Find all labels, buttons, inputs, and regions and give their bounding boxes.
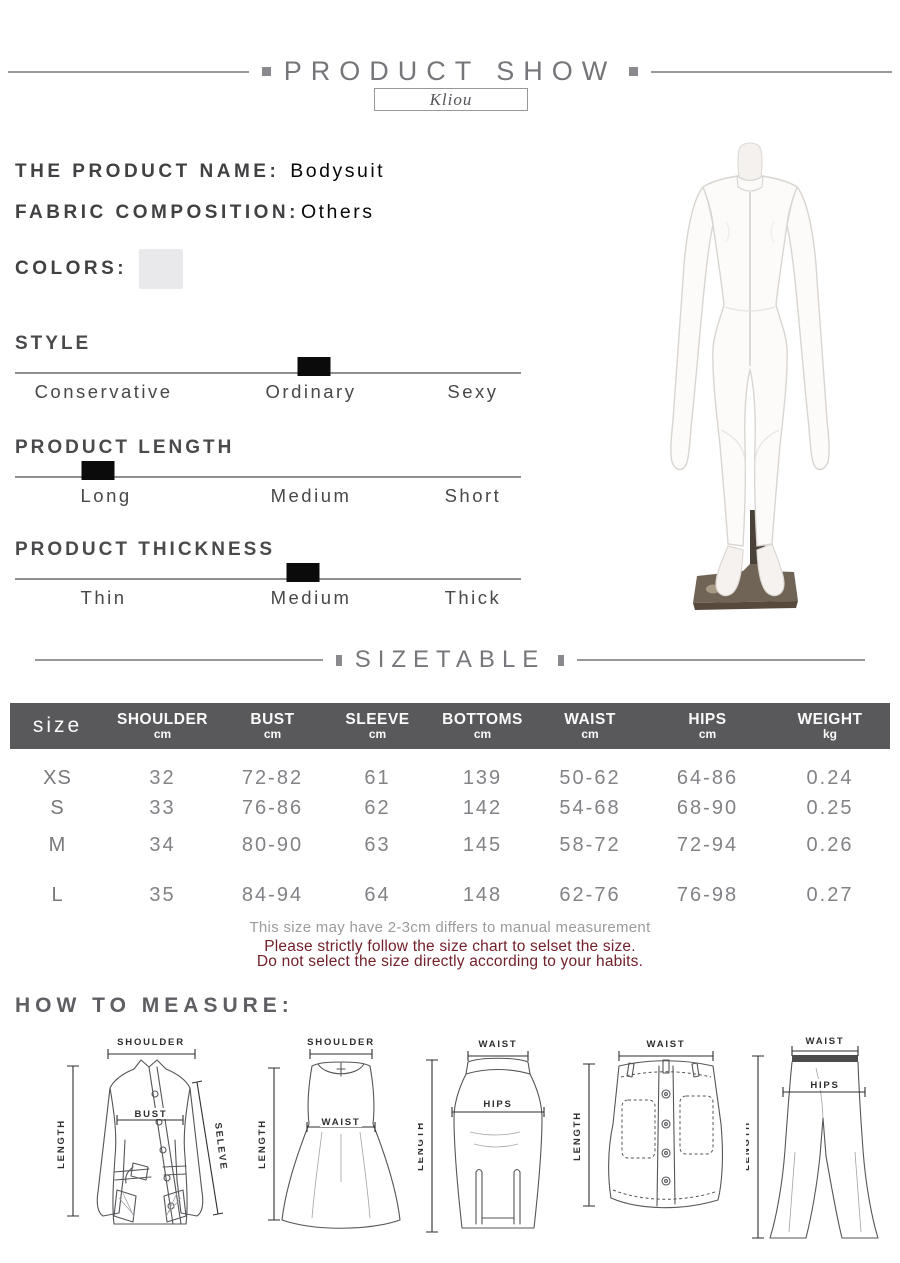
- waist-label: WAIST: [478, 1039, 517, 1050]
- style-option-sexy: Sexy: [447, 381, 499, 402]
- square-bullet-icon: [261, 67, 271, 76]
- bodysuit-right-arm: [786, 185, 830, 471]
- thickness-scale-track: [15, 563, 521, 582]
- style-scale-marker: [297, 357, 331, 376]
- length-label: LENGTH: [418, 1121, 426, 1171]
- square-bullet-icon: [335, 654, 342, 666]
- length-scale-track: [15, 461, 521, 480]
- product-name-value: Bodysuit: [290, 160, 386, 182]
- mannequin-right-foot: [756, 543, 785, 597]
- length-scale: PRODUCT LENGTH Long Medium Short: [15, 437, 521, 509]
- thickness-option-thin: Thin: [80, 587, 127, 608]
- length-option-medium: Medium: [270, 485, 352, 506]
- col-sleeve: SLEEVE: [345, 710, 410, 728]
- square-bullet-icon: [558, 654, 565, 666]
- measure-diagram-mini-skirt: WAIST LENGTH: [572, 1039, 723, 1209]
- colors-label: COLORS:: [15, 258, 128, 279]
- brand-name: Kliou: [429, 89, 473, 109]
- product-name-row: THE PRODUCT NAME: Bodysuit: [15, 160, 385, 183]
- length-option-short: Short: [444, 485, 502, 506]
- hips-label: HIPS: [810, 1080, 839, 1091]
- col-bottoms: BOTTOMS: [442, 710, 523, 728]
- measure-diagram-jacket: SHOULDER LENGTH BUST SELEVE: [56, 1037, 229, 1225]
- col-shoulder: SHOULDER: [117, 710, 208, 728]
- waist-label: WAIST: [321, 1117, 360, 1128]
- thickness-scale: PRODUCT THICKNESS Thin Medium Thick: [15, 539, 521, 611]
- measure-diagram-pencil-skirt: WAIST LENGTH HIPS: [418, 1039, 545, 1233]
- length-label: LENGTH: [257, 1119, 268, 1169]
- length-label: LENGTH: [746, 1121, 752, 1171]
- style-scale: STYLE Conservative Ordinary Sexy: [15, 333, 521, 405]
- mannequin-left-foot: [715, 545, 744, 597]
- shoulder-label: SHOULDER: [117, 1037, 185, 1048]
- style-option-conservative: Conservative: [34, 381, 173, 402]
- sizetable-title: SIZETABLE: [354, 646, 546, 673]
- hips-label: HIPS: [483, 1099, 512, 1110]
- length-label: LENGTH: [56, 1119, 67, 1169]
- size-note-red-1: Please strictly follow the size chart to…: [264, 938, 636, 955]
- size-table: size SHOULDER cm BUST cm SLEEVE cm BOTTOMS c…: [10, 703, 890, 907]
- divider-line: [8, 70, 249, 73]
- length-label: LENGTH: [572, 1111, 583, 1161]
- table-row-s: S 33 76-86 62 142 54-68 68-90 0.25: [50, 796, 854, 819]
- product-name-label: THE PRODUCT NAME:: [15, 160, 280, 182]
- col-size: size: [32, 713, 83, 737]
- measure-diagram-dress: SHOULDER LENGTH WAIST: [257, 1037, 401, 1229]
- thickness-option-thick: Thick: [444, 587, 502, 608]
- fabric-value: Others: [300, 201, 375, 223]
- fabric-label: FABRIC COMPOSITION:: [15, 201, 299, 223]
- page-title: PRODUCT SHOW: [283, 56, 617, 86]
- size-note-gray: This size may have 2-3cm differs to manu…: [249, 919, 651, 936]
- sleeve-label: SELEVE: [212, 1122, 229, 1171]
- square-bullet-icon: [629, 67, 639, 76]
- table-row-l: L 35 84-94 64 148 62-76 76-98 0.27: [51, 884, 854, 906]
- length-scale-title: PRODUCT LENGTH: [15, 437, 235, 458]
- product-photo-bodysuit: [670, 142, 830, 610]
- brand-box: Kliou: [374, 88, 528, 111]
- divider-line: [35, 659, 323, 661]
- bodysuit-left-arm: [670, 185, 714, 471]
- col-waist: WAIST: [564, 710, 616, 728]
- bust-label: BUST: [134, 1109, 167, 1120]
- divider-line: [651, 70, 893, 73]
- measure-diagram-pants: WAIST LENGTH HIPS: [746, 1036, 879, 1239]
- size-table-header-row: size SHOULDER cm BUST cm SLEEVE cm BOTTOMS c…: [10, 703, 890, 749]
- waist-label: WAIST: [805, 1036, 844, 1047]
- col-hips: HIPS: [688, 710, 727, 728]
- length-scale-marker: [81, 461, 115, 480]
- how-to-measure-title: HOW TO MEASURE:: [15, 994, 294, 1017]
- thickness-option-medium: Medium: [270, 587, 352, 608]
- color-swatch-white: [139, 249, 184, 289]
- size-note-red-2: Do not select the size directly accordin…: [256, 953, 644, 970]
- colors-row: COLORS:: [15, 248, 184, 290]
- product-show-header: PRODUCT SHOW: [8, 56, 893, 87]
- thickness-scale-marker: [286, 563, 320, 582]
- waist-label: WAIST: [646, 1039, 685, 1050]
- col-bust: BUST: [250, 710, 295, 728]
- shoulder-label: SHOULDER: [307, 1037, 375, 1048]
- bodysuit-collar: [736, 174, 764, 192]
- fabric-row: FABRIC COMPOSITION: Others: [15, 201, 374, 224]
- table-row-xs: XS 32 72-82 61 139 50-62 64-86 0.24: [43, 767, 854, 789]
- style-option-ordinary: Ordinary: [265, 381, 357, 402]
- table-row-m: M 34 80-90 63 145 58-72 72-94 0.26: [48, 833, 854, 856]
- style-scale-title: STYLE: [15, 333, 92, 354]
- style-scale-track: [15, 357, 521, 376]
- mannequin-neck: [737, 142, 763, 182]
- thickness-scale-title: PRODUCT THICKNESS: [15, 539, 276, 560]
- sizetable-header: SIZETABLE: [35, 646, 865, 674]
- col-weight: WEIGHT: [797, 710, 863, 728]
- divider-line: [577, 659, 865, 661]
- length-option-long: Long: [80, 485, 132, 506]
